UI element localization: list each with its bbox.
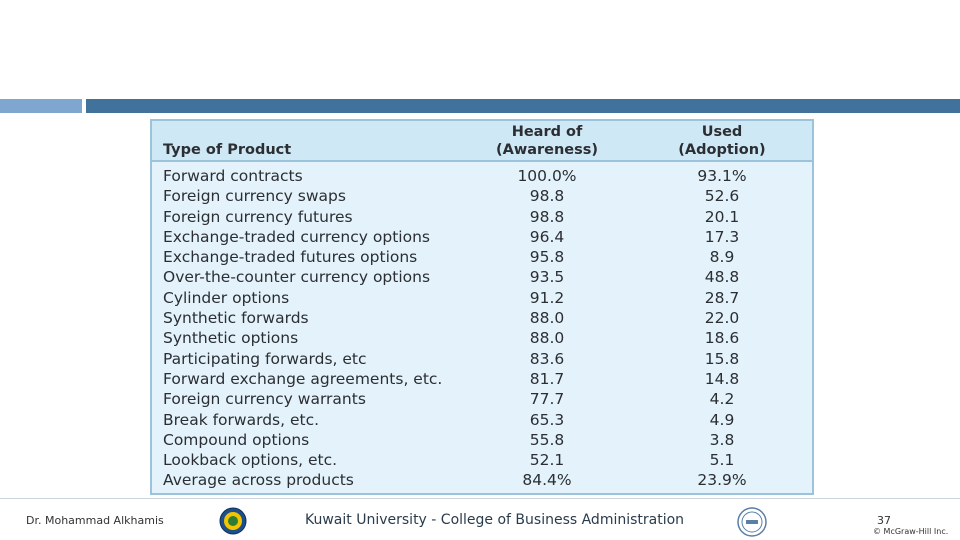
row-awareness: 98.8 (529, 207, 565, 226)
footer-author: Dr. Mohammad Alkhamis (26, 514, 164, 527)
row-used: 93.1% (697, 167, 747, 185)
row-awareness: 96.4 (529, 227, 565, 246)
row-awareness: 84.4% (522, 471, 572, 490)
table-row: Foreign currency swaps 98.8 52.6 (152, 186, 812, 206)
row-used: 8.9 (709, 248, 735, 267)
page-number: 37 (877, 514, 891, 527)
row-used: 5.1 (709, 451, 735, 470)
row-awareness: 52.1 (529, 451, 565, 470)
table-row: Foreign currency warrants 77.7 4.2 (152, 389, 812, 409)
row-used: 28.7 (704, 288, 740, 307)
table-row: Forward exchange agreements, etc. 81.7 14.… (152, 369, 812, 389)
row-product: Synthetic forwards (163, 309, 309, 328)
table-row: Average across products 84.4% 23.9% (152, 470, 812, 490)
header-used-line1: Used (701, 124, 743, 140)
table-row: Cylinder options 91.2 28.7 (152, 288, 812, 308)
header-used-line2: (Adoption) (678, 142, 766, 158)
row-product: Participating forwards, etc (163, 349, 367, 368)
table-header: Type of Product Heard of (Awareness) Use… (152, 121, 812, 162)
row-product: Foreign currency swaps (163, 187, 346, 206)
row-product: Exchange-traded futures options (163, 248, 418, 267)
row-product: Foreign currency warrants (163, 390, 366, 409)
row-awareness: 88.0 (529, 329, 565, 348)
row-used: 52.6 (704, 187, 740, 206)
row-used: 3.8 (709, 430, 735, 449)
header-product: Type of Product (163, 142, 292, 158)
row-product: Compound options (163, 430, 310, 449)
table-row: Synthetic options 88.0 18.6 (152, 328, 812, 348)
row-product: Forward exchange agreements, etc. (163, 369, 443, 388)
row-product: Break forwards, etc. (163, 410, 320, 429)
row-used: 14.8 (704, 369, 740, 388)
row-used: 15.8 (704, 349, 740, 368)
table-row: Over-the-counter currency options 93.5 48.… (152, 267, 812, 287)
row-used: 23.9% (697, 471, 747, 490)
row-product: Forward contracts (163, 167, 303, 185)
table-body: Forward contracts 100.0% 93.1% Foreign curr… (152, 166, 812, 491)
row-awareness: 55.8 (529, 430, 565, 449)
row-used: 17.3 (704, 227, 740, 246)
header-awareness: Heard of (Awareness) (487, 123, 607, 159)
copyright-notice: © McGraw-Hill Inc. (873, 527, 949, 536)
row-used: 4.2 (709, 390, 735, 409)
row-product: Synthetic options (163, 329, 299, 348)
row-used: 4.9 (709, 410, 735, 429)
table-row: Participating forwards, etc 83.6 15.8 (152, 349, 812, 369)
table-row: Compound options 55.8 3.8 (152, 430, 812, 450)
table-row: Foreign currency futures 98.8 20.1 (152, 207, 812, 227)
row-product: Foreign currency futures (163, 207, 353, 226)
table-row: Break forwards, etc. 65.3 4.9 (152, 410, 812, 430)
row-product: Over-the-counter currency options (163, 268, 431, 287)
aacsb-accreditation-icon (737, 507, 767, 537)
row-product: Cylinder options (163, 288, 290, 307)
row-product: Lookback options, etc. (163, 451, 338, 470)
row-awareness: 83.6 (529, 349, 565, 368)
table-row: Synthetic forwards 88.0 22.0 (152, 308, 812, 328)
row-product: Average across products (163, 471, 354, 490)
footer-institution: Kuwait University - College of Business … (305, 512, 685, 528)
row-awareness: 91.2 (529, 288, 565, 307)
row-product: Exchange-traded currency options (163, 227, 430, 246)
product-table: Type of Product Heard of (Awareness) Use… (150, 119, 814, 495)
footer-divider (0, 498, 960, 499)
header-used: Used (Adoption) (662, 123, 782, 159)
row-awareness: 77.7 (529, 390, 565, 409)
row-awareness: 100.0% (517, 167, 577, 185)
row-awareness: 98.8 (529, 187, 565, 206)
title-accent-bar-right (86, 99, 960, 113)
row-used: 18.6 (704, 329, 740, 348)
row-awareness: 65.3 (529, 410, 565, 429)
table-row: Lookback options, etc. 52.1 5.1 (152, 450, 812, 470)
university-seal-icon (219, 507, 247, 535)
row-awareness: 81.7 (529, 369, 565, 388)
row-used: 22.0 (704, 309, 740, 328)
row-awareness: 95.8 (529, 248, 565, 267)
row-awareness: 88.0 (529, 309, 565, 328)
header-awareness-line1: Heard of (511, 124, 583, 140)
row-awareness: 93.5 (529, 268, 565, 287)
header-awareness-line2: (Awareness) (495, 142, 599, 158)
table-row: Forward contracts 100.0% 93.1% (152, 166, 812, 186)
title-accent-bar-left (0, 99, 82, 113)
table-row: Exchange-traded futures options 95.8 8.9 (152, 247, 812, 267)
row-used: 48.8 (704, 268, 740, 287)
row-used: 20.1 (704, 207, 740, 226)
table-row: Exchange-traded currency options 96.4 17.3 (152, 227, 812, 247)
